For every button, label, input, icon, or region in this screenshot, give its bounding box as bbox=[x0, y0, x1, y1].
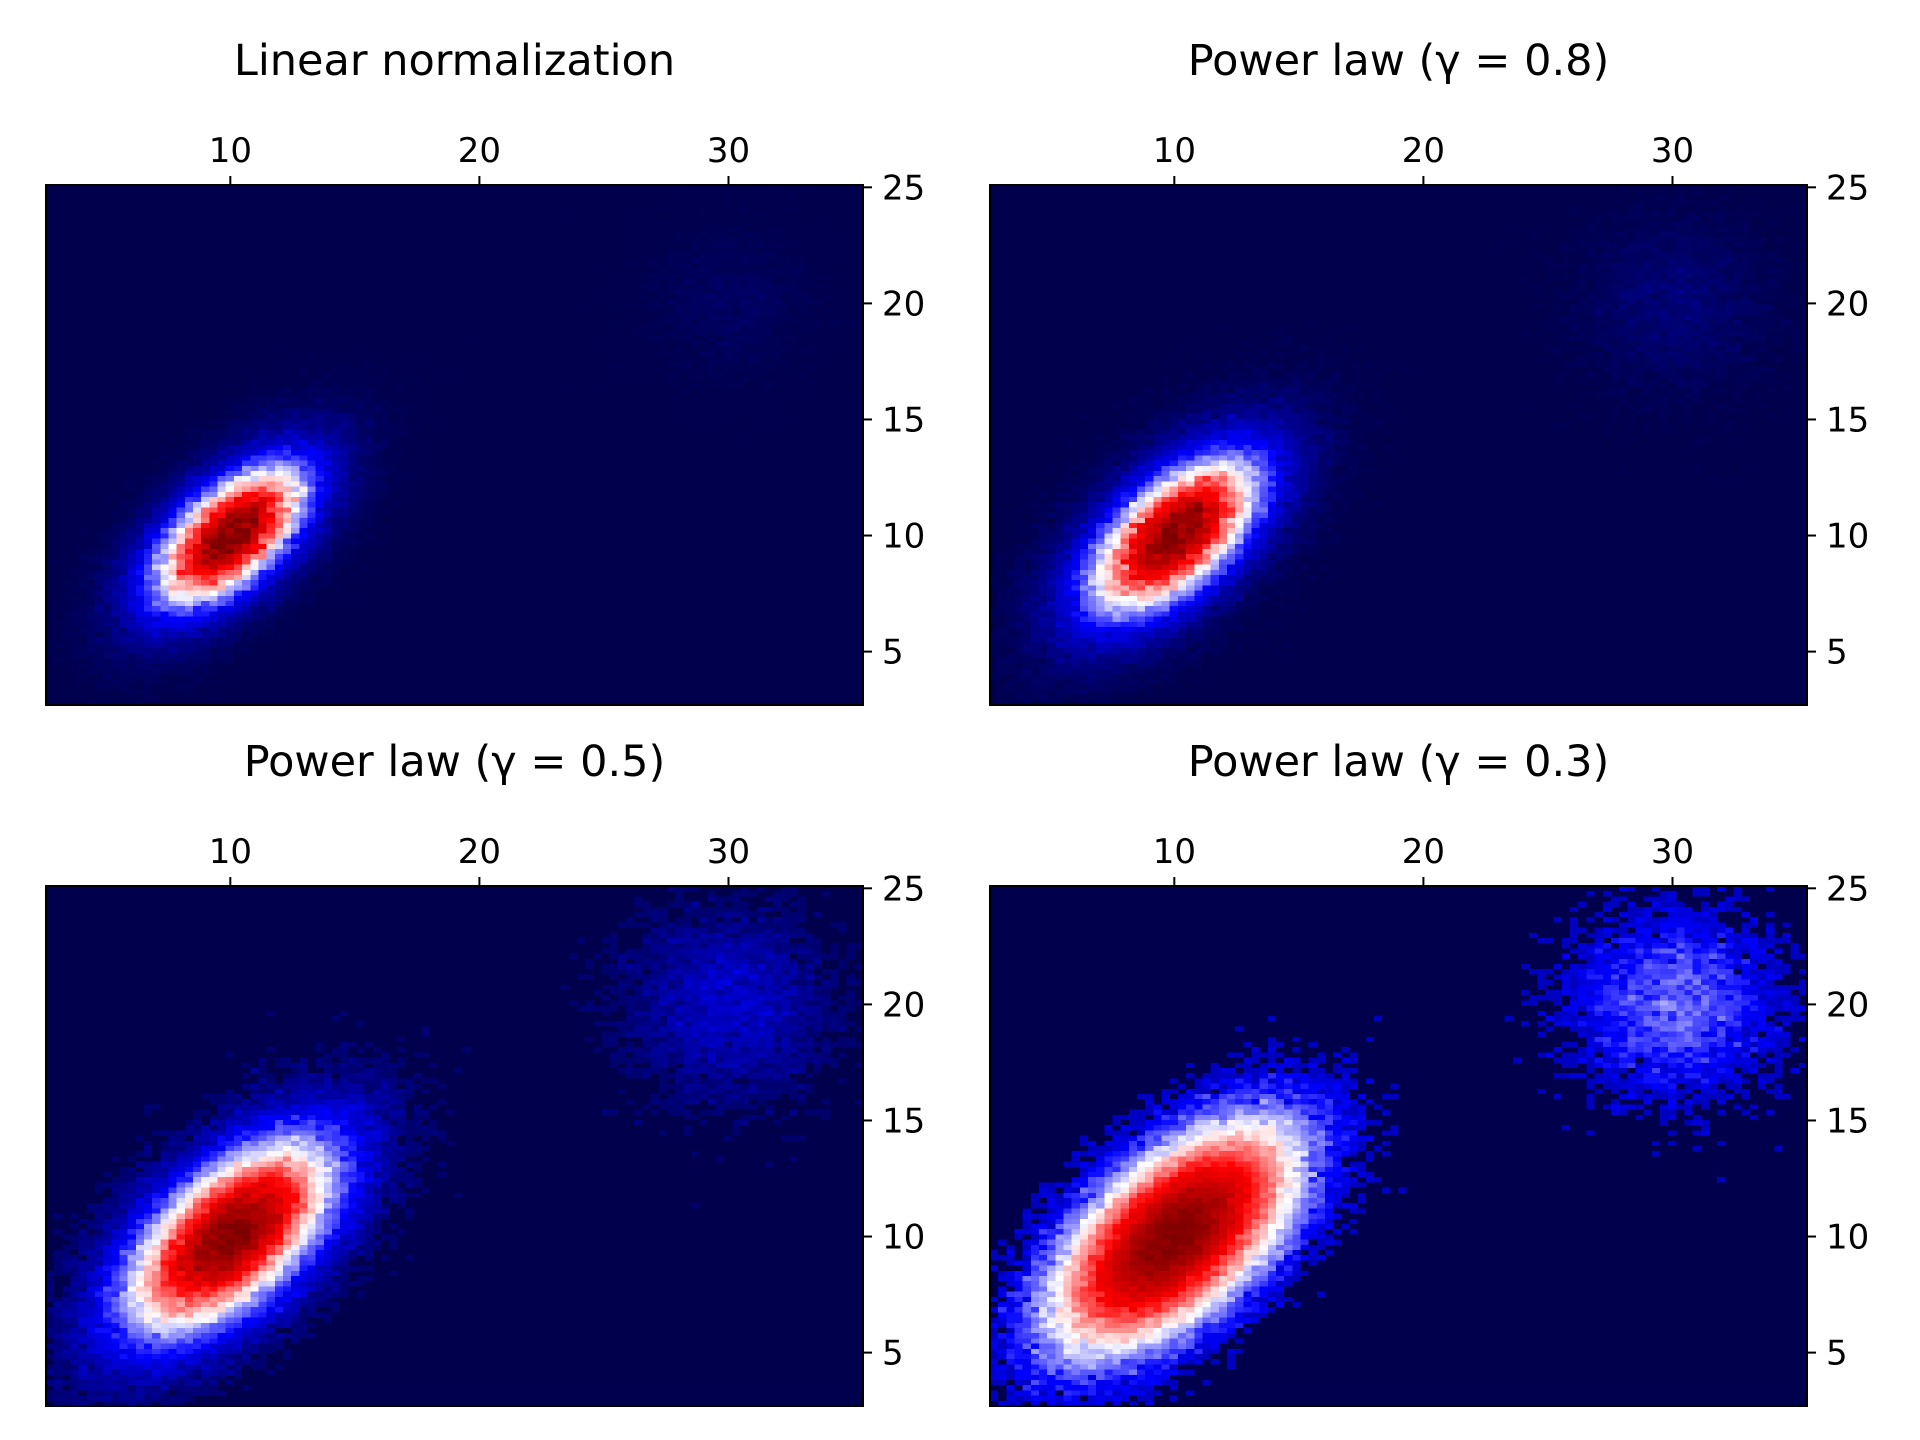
y-tick-label: 25 bbox=[1826, 168, 1869, 208]
y-tick-label: 20 bbox=[1826, 985, 1869, 1025]
y-tick-label: 20 bbox=[882, 284, 925, 324]
x-tick-label: 10 bbox=[1153, 832, 1196, 872]
panel-title: Power law (γ = 0.8) bbox=[1188, 36, 1610, 86]
y-tick-label: 15 bbox=[1826, 1101, 1869, 1141]
y-tick-label: 15 bbox=[882, 1101, 925, 1141]
y-tick-label: 20 bbox=[882, 985, 925, 1025]
y-tick-label: 5 bbox=[1826, 633, 1848, 673]
x-tick-label: 30 bbox=[1651, 832, 1694, 872]
y-tick-label: 25 bbox=[1826, 869, 1869, 909]
panel-2: Power law (γ = 0.8) 10 20 30 5 10 15 20 25 bbox=[989, 36, 1869, 706]
y-tick-label: 25 bbox=[882, 168, 925, 208]
x-tick-label: 20 bbox=[458, 832, 501, 872]
panel-3: Power law (γ = 0.5) 10 20 30 5 10 15 20 25 bbox=[45, 737, 925, 1407]
y-tick-label: 5 bbox=[882, 633, 904, 673]
y-tick-label: 15 bbox=[882, 400, 925, 440]
heatmap-image bbox=[990, 185, 1807, 705]
panel-title: Power law (γ = 0.5) bbox=[244, 737, 666, 787]
x-tick-label: 10 bbox=[209, 832, 252, 872]
x-tick-label: 20 bbox=[1402, 832, 1445, 872]
x-tick-label: 30 bbox=[1651, 131, 1694, 171]
x-tick-label: 10 bbox=[209, 131, 252, 171]
heatmap-image bbox=[46, 886, 863, 1406]
y-tick-label: 5 bbox=[882, 1334, 904, 1374]
y-tick-label: 15 bbox=[1826, 400, 1869, 440]
x-tick-label: 20 bbox=[458, 131, 501, 171]
heatmap-image bbox=[46, 185, 863, 705]
axes-frame bbox=[989, 885, 1808, 1407]
y-tick-label: 20 bbox=[1826, 284, 1869, 324]
panel-1: Linear normalization 10 20 30 5 10 15 20 25 bbox=[45, 36, 925, 706]
panel-4: Power law (γ = 0.3) 10 20 30 5 10 15 20 25 bbox=[989, 737, 1869, 1407]
y-tick-label: 10 bbox=[882, 1218, 925, 1258]
y-tick-label: 5 bbox=[1826, 1334, 1848, 1374]
x-tick-label: 20 bbox=[1402, 131, 1445, 171]
axes-frame bbox=[45, 885, 864, 1407]
panel-title: Linear normalization bbox=[234, 36, 675, 86]
panel-title: Power law (γ = 0.3) bbox=[1188, 737, 1610, 787]
x-tick-label: 30 bbox=[707, 832, 750, 872]
axes-frame bbox=[45, 184, 864, 706]
y-tick-label: 10 bbox=[1826, 517, 1869, 557]
y-tick-label: 10 bbox=[882, 517, 925, 557]
axes-frame bbox=[989, 184, 1808, 706]
x-tick-label: 30 bbox=[707, 131, 750, 171]
y-tick-label: 25 bbox=[882, 869, 925, 909]
heatmap-image bbox=[990, 886, 1807, 1406]
x-tick-label: 10 bbox=[1153, 131, 1196, 171]
y-tick-label: 10 bbox=[1826, 1218, 1869, 1258]
